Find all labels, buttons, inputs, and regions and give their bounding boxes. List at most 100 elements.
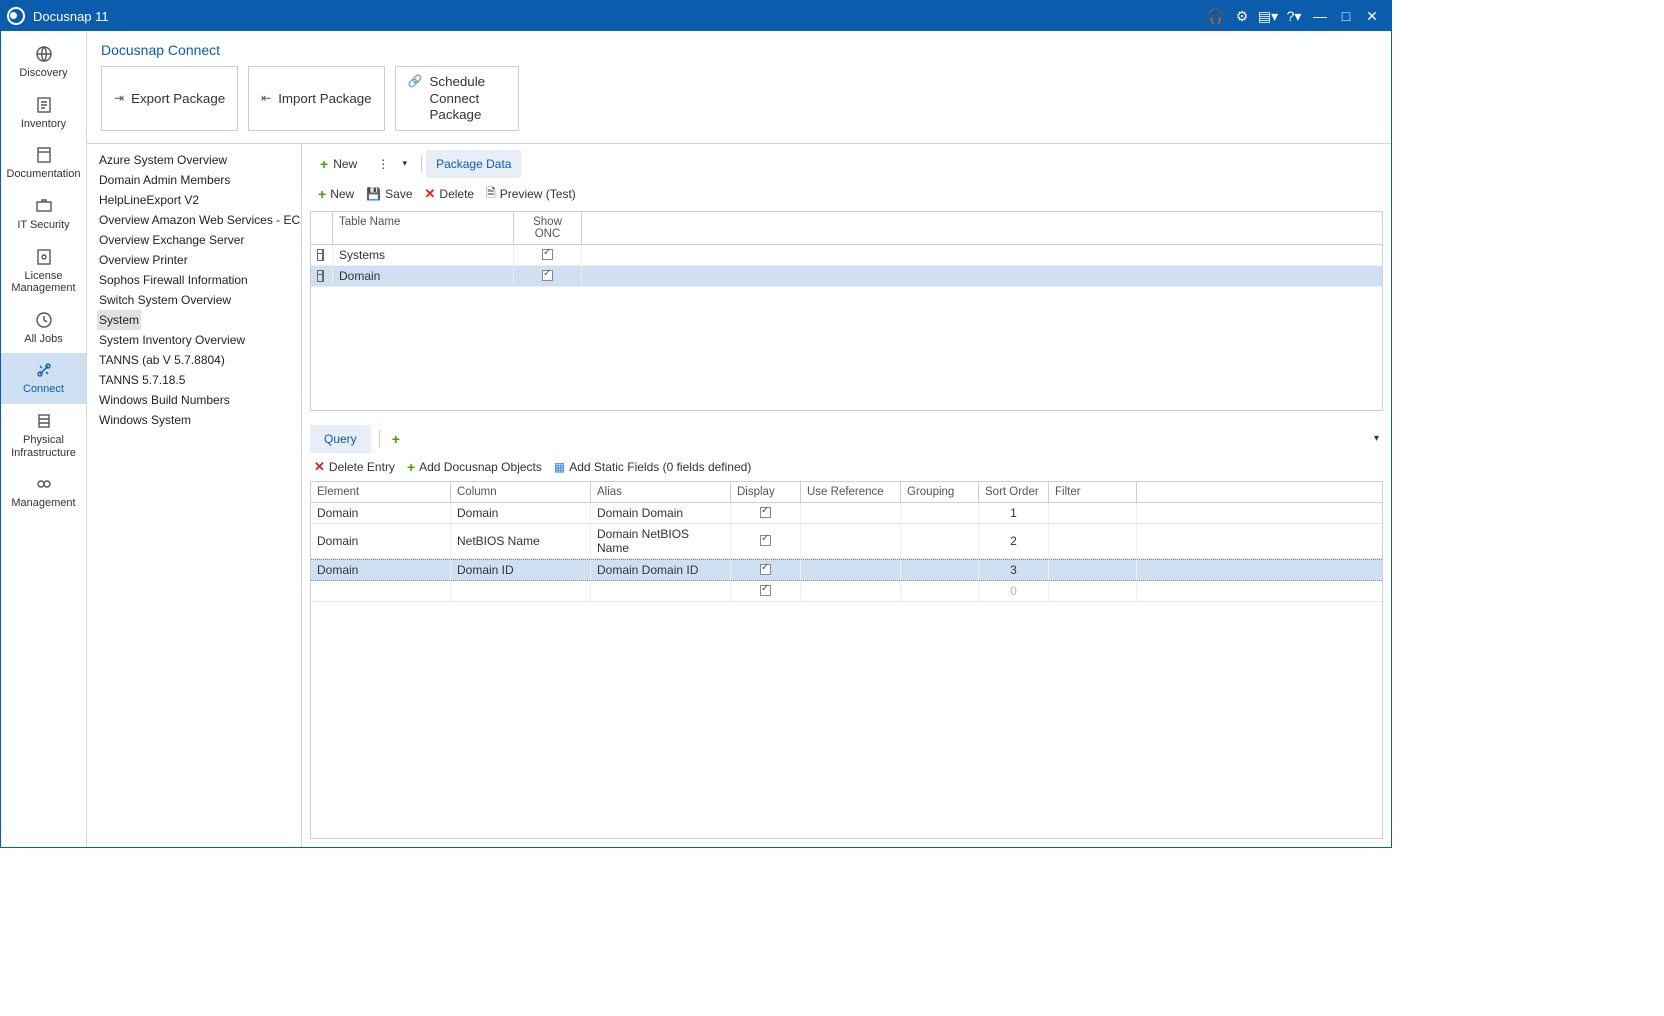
package-list-item[interactable]: TANNS (ab V 5.7.8804)	[97, 350, 291, 370]
add-query-button[interactable]: +	[392, 431, 400, 447]
col-use-reference[interactable]: Use Reference	[801, 482, 901, 502]
query-row[interactable]: DomainNetBIOS NameDomain NetBIOS Name2	[311, 524, 1382, 559]
package-list-item[interactable]: Overview Amazon Web Services - EC2	[97, 210, 291, 230]
export-package-button[interactable]: ⇥Export Package	[101, 66, 238, 131]
preview-button[interactable]: 🗎Preview (Test)	[486, 184, 576, 205]
query-row[interactable]: 0	[311, 581, 1382, 602]
headset-icon[interactable]: 🎧	[1205, 5, 1227, 27]
table-row[interactable]: Systems	[311, 245, 1382, 266]
filter-cell	[1049, 524, 1137, 558]
new-tab-button[interactable]: +New	[310, 150, 367, 178]
checkbox[interactable]	[760, 535, 771, 546]
save-button[interactable]: 💾Save	[366, 187, 412, 201]
package-list-item[interactable]: Windows System	[97, 410, 291, 430]
tables-grid: Table Name Show ONC SystemsDomain	[310, 211, 1383, 287]
checkbox[interactable]	[542, 270, 553, 281]
add-objects-button[interactable]: +Add Docusnap Objects	[407, 459, 542, 475]
column-cell: Domain	[451, 503, 591, 523]
col-table-name[interactable]: Table Name	[333, 212, 514, 244]
package-list-item[interactable]: TANNS 5.7.18.5	[97, 370, 291, 390]
nav-item-physical-infrastructure[interactable]: Physical Infrastructure	[1, 404, 86, 467]
grouping-cell	[901, 503, 979, 523]
table-name-cell: Domain	[333, 266, 514, 286]
package-list-item[interactable]: Sophos Firewall Information	[97, 270, 291, 290]
package-list-item[interactable]: HelpLineExport V2	[97, 190, 291, 210]
table-row[interactable]: Domain	[311, 266, 1382, 287]
query-tab[interactable]: Query	[310, 425, 371, 453]
query-row[interactable]: DomainDomainDomain Domain1	[311, 503, 1382, 524]
close-button[interactable]: ✕	[1361, 5, 1383, 27]
package-list-item[interactable]: Windows Build Numbers	[97, 390, 291, 410]
display-cell[interactable]	[731, 581, 801, 601]
checkbox[interactable]	[760, 585, 771, 596]
schedule-package-button[interactable]: 🔗Schedule Connect Package	[395, 66, 519, 131]
package-list-item[interactable]: Switch System Overview	[97, 290, 291, 310]
help-icon[interactable]: ?▾	[1283, 5, 1305, 27]
save-icon: 💾	[366, 187, 381, 201]
nav-item-documentation[interactable]: Documentation	[1, 138, 86, 189]
nav-item-license-management[interactable]: License Management	[1, 240, 86, 303]
nav-label: License Management	[3, 270, 84, 295]
tables-grid-body	[310, 287, 1383, 411]
chevron-down-icon: ▾	[403, 158, 408, 169]
package-list-item[interactable]: Azure System Overview	[97, 150, 291, 170]
col-column[interactable]: Column	[451, 482, 591, 502]
package-list-item[interactable]: Overview Exchange Server	[97, 230, 291, 250]
display-cell[interactable]	[731, 503, 801, 523]
checkbox[interactable]	[760, 507, 771, 518]
sort-cell: 2	[979, 524, 1049, 558]
minimize-button[interactable]: —	[1309, 5, 1331, 27]
divider	[379, 430, 380, 448]
nav-icon	[34, 360, 54, 380]
col-alias[interactable]: Alias	[591, 482, 731, 502]
ref-cell	[801, 581, 901, 601]
package-list-item[interactable]: Overview Printer	[97, 250, 291, 270]
gear-icon[interactable]: ⚙	[1231, 5, 1253, 27]
nav-item-all-jobs[interactable]: All Jobs	[1, 303, 86, 354]
add-static-fields-button[interactable]: ▦Add Static Fields (0 fields defined)	[554, 460, 751, 474]
new-button[interactable]: +New	[318, 186, 354, 202]
schedule-icon: 🔗	[408, 74, 423, 88]
checkbox[interactable]	[542, 249, 553, 260]
end-cell	[1137, 524, 1149, 558]
display-cell[interactable]	[731, 524, 801, 558]
delete-button[interactable]: ✕Delete	[425, 186, 475, 202]
checkbox[interactable]	[760, 564, 771, 575]
grouping-cell	[901, 524, 979, 558]
more-menu-button[interactable]: ⋮ ▾	[367, 150, 417, 178]
col-element[interactable]: Element	[311, 482, 451, 502]
app-logo-icon	[7, 7, 25, 25]
maximize-button[interactable]: □	[1335, 5, 1357, 27]
collapse-query-button[interactable]: ▾	[1374, 433, 1379, 444]
alias-cell: Domain Domain ID	[591, 560, 731, 580]
col-show-onc[interactable]: Show ONC	[514, 212, 582, 244]
query-row[interactable]: DomainDomain IDDomain Domain ID3	[311, 559, 1382, 581]
package-list-item[interactable]: System	[97, 310, 141, 330]
package-list-item[interactable]: Domain Admin Members	[97, 170, 291, 190]
delete-entry-button[interactable]: ✕Delete Entry	[314, 459, 395, 475]
import-package-button[interactable]: ⇤Import Package	[248, 66, 384, 131]
nav-item-connect[interactable]: Connect	[1, 353, 86, 404]
nav-item-management[interactable]: Management	[1, 467, 86, 518]
plus-icon: +	[320, 156, 328, 172]
col-filter[interactable]: Filter	[1049, 482, 1137, 502]
col-sort-order[interactable]: Sort Order	[979, 482, 1049, 502]
column-cell: Domain ID	[451, 560, 591, 580]
server-menu-icon[interactable]: ▤▾	[1257, 5, 1279, 27]
nav-item-inventory[interactable]: Inventory	[1, 88, 86, 139]
sort-cell: 0	[979, 581, 1049, 601]
package-data-tab[interactable]: Package Data	[426, 150, 521, 178]
column-cell: NetBIOS Name	[451, 524, 591, 558]
show-onc-cell[interactable]	[514, 266, 582, 286]
nav-item-it-security[interactable]: IT Security	[1, 189, 86, 240]
display-cell[interactable]	[731, 560, 801, 580]
nav-icon	[34, 474, 54, 494]
col-display[interactable]: Display	[731, 482, 801, 502]
col-grouping[interactable]: Grouping	[901, 482, 979, 502]
show-onc-cell[interactable]	[514, 245, 582, 265]
package-list-item[interactable]: System Inventory Overview	[97, 330, 291, 350]
nav-item-discovery[interactable]: Discovery	[1, 37, 86, 88]
plus-icon: +	[392, 431, 400, 447]
package-tabbar: +New ⋮ ▾ Package Data	[310, 150, 1383, 178]
export-icon: ⇥	[114, 91, 124, 105]
